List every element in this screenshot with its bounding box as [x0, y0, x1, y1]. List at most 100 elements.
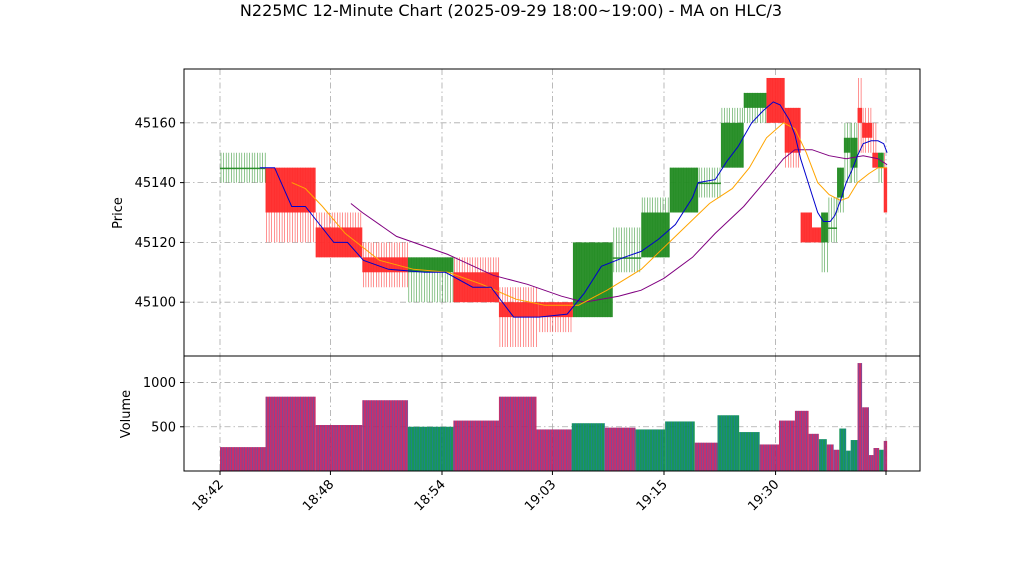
- xtick-label: 18:54: [412, 477, 449, 514]
- volume-bar: [778, 420, 795, 471]
- volume-bar-fill: [868, 455, 874, 471]
- volume-axis-label: Volume: [119, 390, 134, 438]
- volume-bar: [850, 440, 858, 471]
- xtick-label: 18:42: [190, 477, 227, 514]
- candle-body: [265, 167, 316, 213]
- volume-bar-fill: [857, 363, 863, 471]
- candles: [220, 77, 888, 348]
- volume-bar-fill: [850, 440, 858, 471]
- candle: [857, 77, 863, 153]
- candle-body: [883, 167, 888, 213]
- candle-body: [362, 257, 408, 273]
- volume-bar-fill: [739, 432, 760, 471]
- candle-body: [220, 167, 266, 170]
- candle: [821, 212, 828, 273]
- candle: [883, 152, 888, 213]
- volume-bar-fill: [407, 426, 454, 471]
- volume-bar: [315, 425, 363, 471]
- xtick-label: 19:03: [522, 477, 559, 514]
- volume-bar-fill: [315, 425, 363, 471]
- candle: [698, 167, 721, 198]
- volume-bar-fill: [665, 421, 695, 471]
- candle-body: [538, 302, 573, 318]
- candle-body: [407, 257, 454, 273]
- volume-bar: [265, 396, 316, 471]
- volume-bar: [665, 421, 695, 471]
- candle-body: [766, 77, 785, 123]
- candle: [837, 167, 844, 213]
- volume-bar: [739, 432, 760, 471]
- candle-body: [698, 182, 721, 185]
- candle: [362, 242, 408, 288]
- volume-bar-fill: [604, 427, 636, 471]
- volume-bar-fill: [808, 433, 819, 471]
- candle: [800, 212, 812, 243]
- volume-bar: [362, 400, 409, 471]
- price-axis-label: Price: [111, 197, 126, 229]
- candle-body: [669, 167, 699, 213]
- volume-bar-fill: [635, 429, 666, 471]
- volume-bar: [857, 363, 863, 471]
- volume-bar: [873, 448, 880, 471]
- volume-bar: [604, 427, 636, 471]
- candle-body: [850, 137, 858, 168]
- price-ytick-label: 45100: [135, 296, 176, 311]
- volume-ytick-label: 1000: [143, 376, 176, 391]
- volume-bar: [794, 410, 809, 471]
- volume-bar: [536, 429, 572, 471]
- volume-bar: [818, 439, 827, 471]
- ma-mid-line: [291, 122, 888, 306]
- volume-bar-fill: [571, 423, 605, 471]
- candle-body: [872, 152, 879, 168]
- volume-bar-fill: [220, 447, 266, 471]
- volume-bar-fill: [862, 407, 869, 471]
- xtick-label: 19:15: [634, 477, 671, 514]
- volume-bar: [846, 450, 851, 471]
- volume-bar-fill: [778, 420, 795, 471]
- volume-bar-fill: [833, 449, 840, 471]
- volume-bar-fill: [794, 410, 809, 471]
- candle: [641, 197, 670, 258]
- candle-body: [837, 167, 844, 198]
- price-ytick-label: 45160: [135, 116, 176, 131]
- volume-bar-fill: [453, 420, 499, 471]
- candle: [612, 227, 642, 273]
- candle-body: [720, 122, 744, 168]
- candle: [843, 122, 851, 183]
- volume-bar: [862, 407, 869, 471]
- xtick-label: 19:30: [745, 477, 782, 514]
- xtick-label: 18:48: [300, 477, 337, 514]
- candle: [407, 257, 454, 303]
- candle: [453, 257, 499, 303]
- candle-body: [743, 92, 767, 108]
- candle-body: [821, 212, 828, 243]
- candle: [669, 167, 699, 213]
- volume-bar-fill: [883, 440, 888, 471]
- volume-bar: [407, 426, 454, 471]
- volume-bar-fill: [717, 415, 740, 471]
- volume-bar: [879, 449, 884, 471]
- volume-bars: [220, 363, 888, 471]
- volume-bar-fill: [839, 428, 847, 471]
- candle: [743, 92, 767, 123]
- volume-bar: [868, 455, 874, 471]
- candle-body: [498, 302, 539, 318]
- volume-bar: [694, 442, 718, 471]
- volume-bar: [498, 396, 537, 471]
- volume-bar-fill: [826, 444, 834, 471]
- volume-bar-fill: [846, 450, 851, 471]
- candle: [812, 227, 822, 243]
- candle-body: [612, 257, 642, 259]
- volume-bar-fill: [873, 448, 880, 471]
- volume-bar-fill: [879, 449, 884, 471]
- candle: [720, 107, 744, 168]
- candle: [220, 152, 266, 183]
- volume-bar: [883, 440, 888, 471]
- volume-bar: [453, 420, 500, 471]
- candle: [850, 122, 858, 183]
- candle: [827, 197, 838, 243]
- price-ytick-label: 45140: [135, 176, 176, 191]
- candle-body: [812, 227, 822, 243]
- candle-body: [784, 107, 801, 153]
